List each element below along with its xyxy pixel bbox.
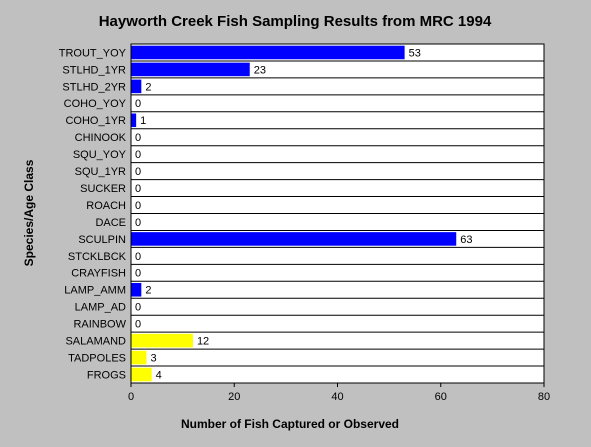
y-tick-label: STLHD_2YR bbox=[62, 81, 126, 93]
y-tick-label: ROACH bbox=[86, 200, 126, 212]
y-tick-label: COHO_1YR bbox=[65, 115, 126, 127]
plot-border bbox=[130, 43, 545, 384]
bar bbox=[131, 333, 193, 348]
chart-title: Hayworth Creek Fish Sampling Results fro… bbox=[99, 13, 492, 30]
data-label: 0 bbox=[135, 183, 141, 195]
data-label: 53 bbox=[409, 47, 421, 59]
data-label: 0 bbox=[135, 251, 141, 263]
data-label: 0 bbox=[135, 268, 141, 280]
bar bbox=[131, 62, 250, 77]
bar bbox=[131, 350, 147, 365]
data-label: 0 bbox=[135, 319, 141, 331]
y-tick-label: LAMP_AD bbox=[75, 302, 126, 314]
data-label: 0 bbox=[135, 149, 141, 161]
y-tick-label: STLHD_1YR bbox=[62, 64, 126, 76]
y-tick-label: SQU_YOY bbox=[73, 149, 127, 161]
bar bbox=[131, 232, 457, 246]
y-tick-label: TADPOLES bbox=[68, 352, 126, 364]
y-tick-label: DACE bbox=[95, 217, 126, 229]
y-tick-label: FROGS bbox=[87, 369, 126, 381]
x-tick-label: 20 bbox=[228, 391, 240, 403]
x-tick-label: 0 bbox=[128, 391, 134, 403]
y-tick-label: LAMP_AMM bbox=[64, 285, 126, 297]
y-tick-label: SQU_1YR bbox=[75, 166, 126, 178]
x-tick-label: 60 bbox=[435, 391, 447, 403]
y-tick-label: SCULPIN bbox=[78, 234, 126, 246]
bar bbox=[131, 79, 142, 94]
y-axis-title: Species/Age Class bbox=[22, 159, 36, 266]
data-label: 23 bbox=[254, 64, 266, 76]
data-label: 3 bbox=[150, 352, 156, 364]
data-label: 4 bbox=[156, 369, 162, 381]
x-tick-label: 80 bbox=[538, 391, 550, 403]
data-label: 2 bbox=[145, 81, 151, 93]
data-label: 12 bbox=[197, 336, 209, 348]
data-label: 0 bbox=[135, 132, 141, 144]
y-tick-label: COHO_YOY bbox=[64, 98, 127, 110]
data-label: 0 bbox=[135, 302, 141, 314]
y-tick-label: CRAYFISH bbox=[71, 268, 126, 280]
y-tick-label: SALAMAND bbox=[65, 336, 126, 348]
data-label: 0 bbox=[135, 200, 141, 212]
data-label: 0 bbox=[135, 217, 141, 229]
bar bbox=[131, 45, 405, 60]
data-label: 0 bbox=[135, 98, 141, 110]
x-axis-title: Number of Fish Captured or Observed bbox=[181, 417, 399, 431]
data-label: 2 bbox=[145, 285, 151, 297]
bar bbox=[131, 367, 152, 382]
y-tick-label: TROUT_YOY bbox=[59, 47, 127, 59]
y-tick-label: RAINBOW bbox=[73, 319, 126, 331]
y-tick-label: SUCKER bbox=[80, 183, 126, 195]
bar bbox=[131, 282, 142, 297]
y-tick-label: STCKLBCK bbox=[68, 251, 127, 263]
data-label: 0 bbox=[135, 166, 141, 178]
y-tick-label: CHINOOK bbox=[75, 132, 127, 144]
data-label: 63 bbox=[460, 234, 472, 246]
data-label: 1 bbox=[140, 115, 146, 127]
bar bbox=[131, 113, 137, 128]
x-tick-label: 40 bbox=[331, 391, 343, 403]
